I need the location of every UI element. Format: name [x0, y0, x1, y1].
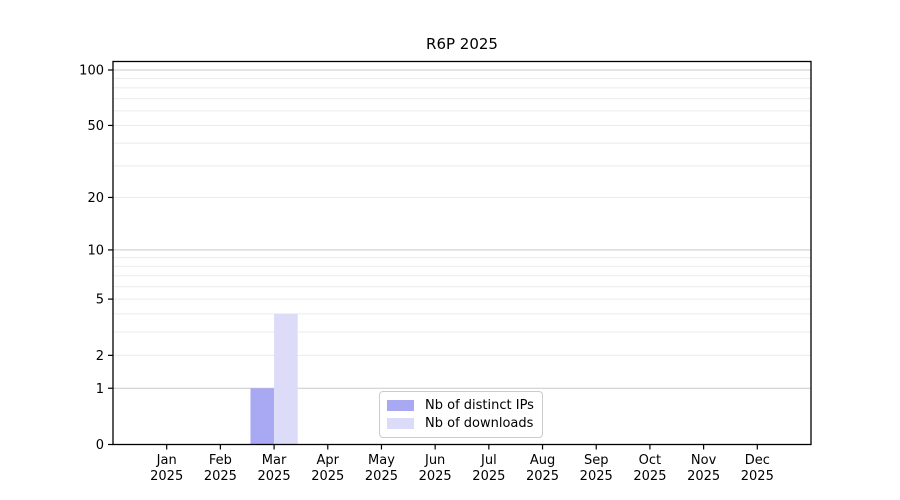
- y-tick-label: 100: [79, 64, 104, 79]
- x-tick-label-year: 2025: [687, 469, 720, 484]
- x-tick-label-year: 2025: [258, 469, 291, 484]
- x-tick-label-month: Nov: [691, 453, 717, 468]
- legend-label-distinct-ips: Nb of distinct IPs: [425, 398, 534, 413]
- x-tick-label-year: 2025: [580, 469, 613, 484]
- y-tick-label: 50: [87, 119, 104, 134]
- x-tick-label-year: 2025: [633, 469, 666, 484]
- x-tick-label-year: 2025: [741, 469, 774, 484]
- x-tick-label-month: Aug: [530, 453, 555, 468]
- x-tick-label-year: 2025: [365, 469, 398, 484]
- x-tick-label-month: Jun: [424, 453, 445, 468]
- x-tick-label-month: Dec: [745, 453, 770, 468]
- chart-title: R6P 2025: [426, 35, 498, 53]
- x-tick-label-year: 2025: [311, 469, 344, 484]
- x-tick-label-month: Apr: [317, 453, 340, 468]
- y-tick-label: 5: [96, 293, 104, 308]
- plot-border: [112, 60, 812, 446]
- x-tick-label-year: 2025: [204, 469, 237, 484]
- x-tick-label-year: 2025: [419, 469, 452, 484]
- legend-swatch-downloads: [387, 418, 414, 429]
- y-tick-label: 10: [87, 243, 104, 258]
- y-tick-label: 1: [96, 382, 104, 397]
- y-tick-label: 0: [96, 438, 104, 453]
- x-tick-label-month: May: [368, 453, 395, 468]
- x-tick-label-month: Mar: [262, 453, 287, 468]
- legend-label-downloads: Nb of downloads: [425, 416, 534, 431]
- x-tick-label-year: 2025: [526, 469, 559, 484]
- x-tick-label-month: Jul: [480, 453, 497, 468]
- x-tick-label-year: 2025: [472, 469, 505, 484]
- x-tick-label-month: Feb: [209, 453, 232, 468]
- x-tick-label-year: 2025: [150, 469, 183, 484]
- bar-distinct-ips: [250, 388, 275, 445]
- x-tick-label-month: Oct: [639, 453, 661, 468]
- legend-item-downloads: Nb of downloads: [387, 416, 534, 431]
- x-tick-label-month: Jan: [156, 453, 177, 468]
- legend-swatch-distinct-ips: [387, 400, 414, 411]
- y-tick-label: 20: [87, 191, 104, 206]
- y-tick-label: 2: [96, 349, 104, 364]
- legend: Nb of distinct IPs Nb of downloads: [379, 391, 543, 438]
- legend-item-distinct-ips: Nb of distinct IPs: [387, 398, 534, 413]
- bar-downloads: [274, 313, 298, 445]
- x-tick-label-month: Sep: [584, 453, 609, 468]
